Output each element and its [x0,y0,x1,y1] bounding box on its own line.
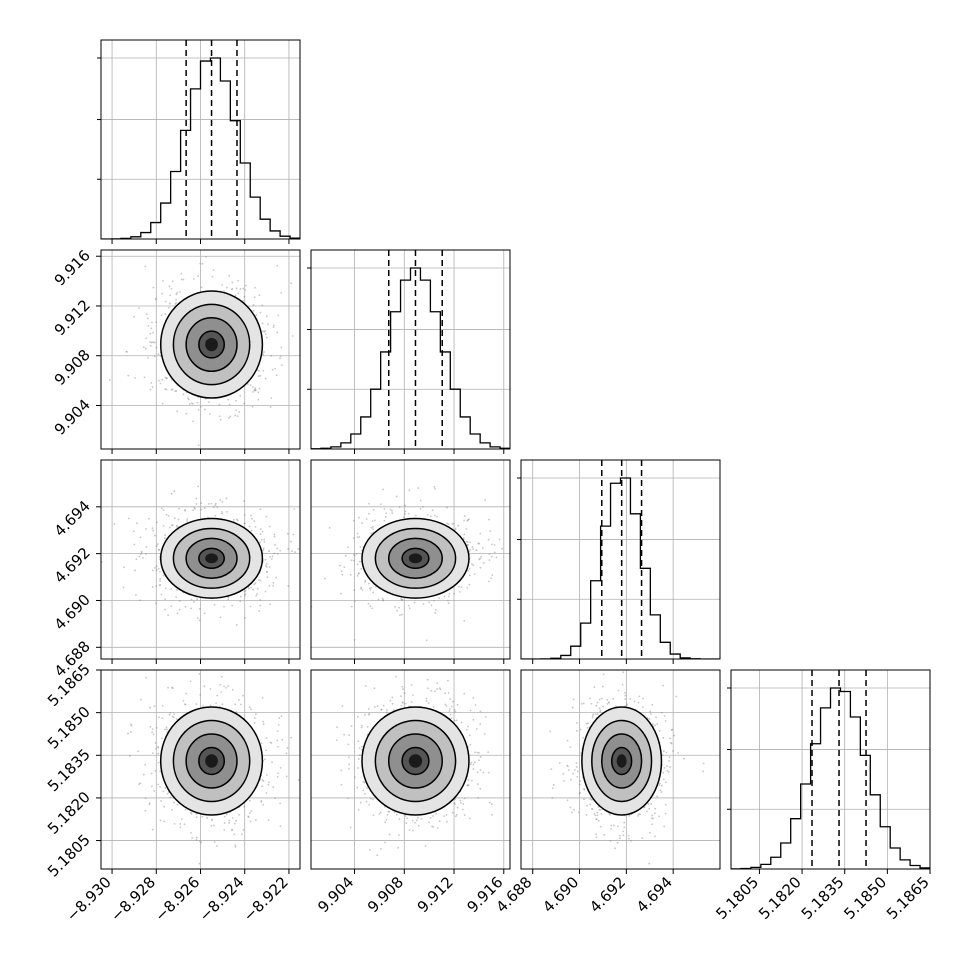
panel-frame [100,669,301,870]
panel-frame [310,249,511,450]
density-core [205,754,218,768]
contour-line [172,719,251,803]
x-tick-label: 4.694 [633,873,676,916]
panel-3-1: 9.904 9.908 9.912 9.916 [310,669,511,916]
panel-frame [730,669,931,870]
x-tick-label: −8.930 [63,873,115,925]
contour-line [401,746,430,776]
panel-3-0: 5.18055.18205.18355.18505.1865−8.930−8.9… [44,660,301,925]
contour-line [198,330,226,359]
x-tick-label: 5.1805 [712,873,762,923]
x-tick-label: −8.926 [151,873,203,925]
x-tick-label: 9.904 [314,873,357,916]
x-tick-label: −8.922 [240,873,292,925]
x-tick-label: 9.908 [364,873,407,916]
y-tick-label: 5.1850 [44,703,94,753]
y-tick-label: 5.1805 [44,831,94,881]
contour-line [185,317,238,373]
y-tick-label: 4.690 [51,591,94,634]
panel-1-0: 9.904 9.908 9.912 9.916 [51,246,301,454]
x-tick-label: 5.1835 [798,873,848,923]
contour-line [387,537,443,579]
contour-line [374,719,457,803]
x-tick-label: −8.928 [107,873,159,925]
contour-line [591,719,653,803]
panel-frame [100,459,301,660]
contour-line [374,527,457,589]
contour-line [198,746,226,776]
contour-line [601,733,643,789]
density-core [205,553,218,564]
contour-line [361,517,470,599]
histogram-2 [521,477,720,659]
histogram-3 [731,687,930,869]
density-core [205,337,218,352]
contour-line [172,303,251,386]
contour-line [198,547,226,570]
contour-line [361,706,470,816]
y-tick-label: 9.912 [51,296,94,339]
contour-line [581,706,663,816]
contour-line [159,706,264,816]
panel-1-1 [307,249,511,454]
y-tick-label: 4.694 [51,497,94,540]
y-tick-label: 9.904 [51,396,94,439]
panel-frame [100,39,301,240]
y-tick-label: 9.916 [51,246,94,289]
histogram-1 [311,267,510,449]
x-tick-label: 5.1850 [840,873,890,923]
panel-frame [520,459,721,660]
panel-2-2 [517,459,721,664]
density-core [408,754,423,768]
x-tick-label: 9.912 [414,873,457,916]
contour-line [159,517,264,599]
density-core [408,553,423,564]
y-tick-label: 5.1835 [44,745,94,795]
density-core [616,754,627,768]
x-tick-label: 4.692 [586,873,629,916]
panel-3-2: 4.688 4.690 4.692 4.694 [492,669,721,916]
y-tick-label: 9.908 [51,346,94,389]
contour-line [185,537,238,579]
y-tick-label: 4.692 [51,544,94,587]
x-tick-label: 4.690 [539,873,582,916]
contour-line [172,527,251,589]
panel-frame [520,669,721,870]
panel-frame [310,459,511,660]
y-tick-label: 5.1820 [44,788,94,838]
panel-2-1 [310,459,511,664]
contour-line [159,290,264,399]
contour-line [387,733,443,789]
x-tick-label: 5.1865 [883,873,933,923]
histogram-0 [101,57,300,239]
x-tick-label: 5.1820 [755,873,805,923]
panel-frame [310,669,511,870]
contour-line [610,746,633,776]
contour-line [401,547,430,570]
panel-0-0 [97,39,301,244]
contour-line [185,733,238,789]
panel-frame [100,249,301,450]
x-tick-label: −8.924 [196,873,248,925]
